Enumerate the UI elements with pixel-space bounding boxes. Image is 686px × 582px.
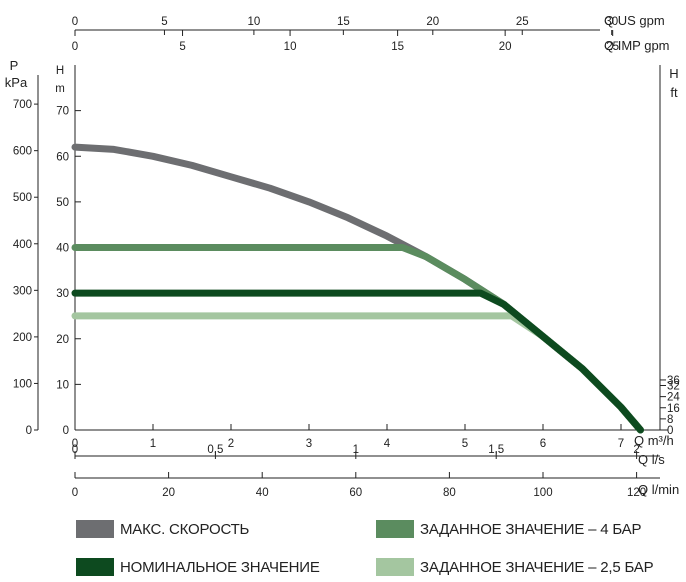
h-m-tick-label: 60 [56, 151, 69, 163]
q-lmin-tick-label: 20 [162, 487, 175, 499]
q-m3h-axis-label: Q m³/h [634, 433, 674, 448]
q-lmin-tick-label: 80 [443, 487, 456, 499]
labels-layer: 010203040506070Hm0100200300400500600700P… [5, 13, 681, 499]
series-line-max-speed [71, 143, 644, 434]
p-kpa-axis-label-line2: kPa [5, 75, 28, 90]
q-us-gpm-tick-label: 10 [248, 16, 261, 28]
q-m3h-tick-label: 7 [618, 438, 624, 450]
h-ft-tick-label: 0 [667, 425, 673, 437]
h-m-tick-label: 30 [56, 288, 69, 300]
q-ls-tick-label: 2 [633, 444, 639, 456]
q-us-gpm-tick-label: 0 [72, 16, 78, 28]
p-kpa-tick-label: 200 [13, 332, 32, 344]
h-ft-tick-label: 32 [667, 381, 680, 393]
q-imp-gpm-axis-label: Q IMP gpm [604, 38, 670, 53]
q-m3h-tick-label: 4 [384, 438, 391, 450]
q-m3h-tick-label: 0 [72, 438, 78, 450]
h-m-tick-label: 70 [56, 106, 69, 118]
h-ft-tick-label: 16 [667, 403, 680, 415]
h-m-tick-label: 0 [63, 425, 69, 437]
h-m-axis-label-line2: m [55, 83, 65, 95]
h-m-tick-label: 10 [56, 379, 69, 391]
q-ls-tick-label: 0 [72, 444, 78, 456]
p-kpa-axis-label-line1: P [10, 58, 19, 73]
p-kpa-tick-label: 500 [13, 192, 32, 204]
q-us-gpm-tick-label: 5 [161, 16, 167, 28]
q-imp-gpm-tick-label: 0 [72, 41, 78, 53]
axes-layer [34, 29, 668, 479]
q-us-gpm-tick-label: 30 [605, 16, 618, 28]
h-ft-axis-label-line1: H [669, 66, 678, 81]
q-lmin-tick-label: 40 [256, 487, 269, 499]
q-m3h-tick-label: 5 [462, 438, 468, 450]
h-m-tick-label: 40 [56, 243, 69, 255]
q-lmin-tick-label: 100 [533, 487, 552, 499]
h-m-axis-label-line1: H [56, 65, 64, 77]
q-ls-tick-label: 0,5 [207, 444, 223, 456]
h-ft-tick-label: 8 [667, 414, 673, 426]
q-us-gpm-tick-label: 15 [337, 16, 350, 28]
series-layer [71, 143, 644, 434]
h-m-tick-label: 20 [56, 334, 69, 346]
p-kpa-tick-label: 400 [13, 239, 32, 251]
q-lmin-axis-label: Q l/min [638, 482, 679, 497]
p-kpa-tick-label: 600 [13, 146, 32, 158]
q-imp-gpm-tick-label: 5 [179, 41, 185, 53]
q-imp-gpm-tick-label: 20 [499, 41, 512, 53]
p-kpa-tick-label: 700 [13, 99, 32, 111]
h-ft-axis-label-line2: ft [670, 85, 678, 100]
q-lmin-tick-label: 60 [349, 487, 362, 499]
q-m3h-tick-label: 6 [540, 438, 546, 450]
series-line-setpoint-2-5bar [71, 312, 644, 434]
h-ft-tick-label: 36 [667, 375, 680, 387]
p-kpa-tick-label: 100 [13, 378, 32, 390]
q-us-gpm-tick-label: 20 [426, 16, 439, 28]
h-ft-tick-label: 24 [667, 392, 680, 404]
q-imp-gpm-tick-label: 15 [391, 41, 404, 53]
q-ls-axis-label: Q l/s [638, 452, 665, 467]
q-m3h-tick-label: 3 [306, 438, 312, 450]
q-ls-tick-label: 1 [353, 444, 359, 456]
q-imp-gpm-tick-label: 25 [606, 41, 619, 53]
p-kpa-tick-label: 300 [13, 285, 32, 297]
series-line-nominal [71, 289, 644, 434]
p-kpa-tick-label: 0 [26, 425, 32, 437]
q-us-gpm-tick-label: 25 [516, 16, 529, 28]
q-m3h-tick-label: 2 [228, 438, 234, 450]
q-lmin-tick-label: 120 [627, 487, 646, 499]
h-m-tick-label: 50 [56, 197, 69, 209]
q-ls-tick-label: 1,5 [488, 444, 504, 456]
q-lmin-tick-label: 0 [72, 487, 78, 499]
q-m3h-tick-label: 1 [150, 438, 156, 450]
q-us-gpm-axis-label: Q US gpm [604, 13, 665, 28]
q-imp-gpm-tick-label: 10 [284, 41, 297, 53]
series-line-setpoint-4bar [71, 244, 644, 434]
